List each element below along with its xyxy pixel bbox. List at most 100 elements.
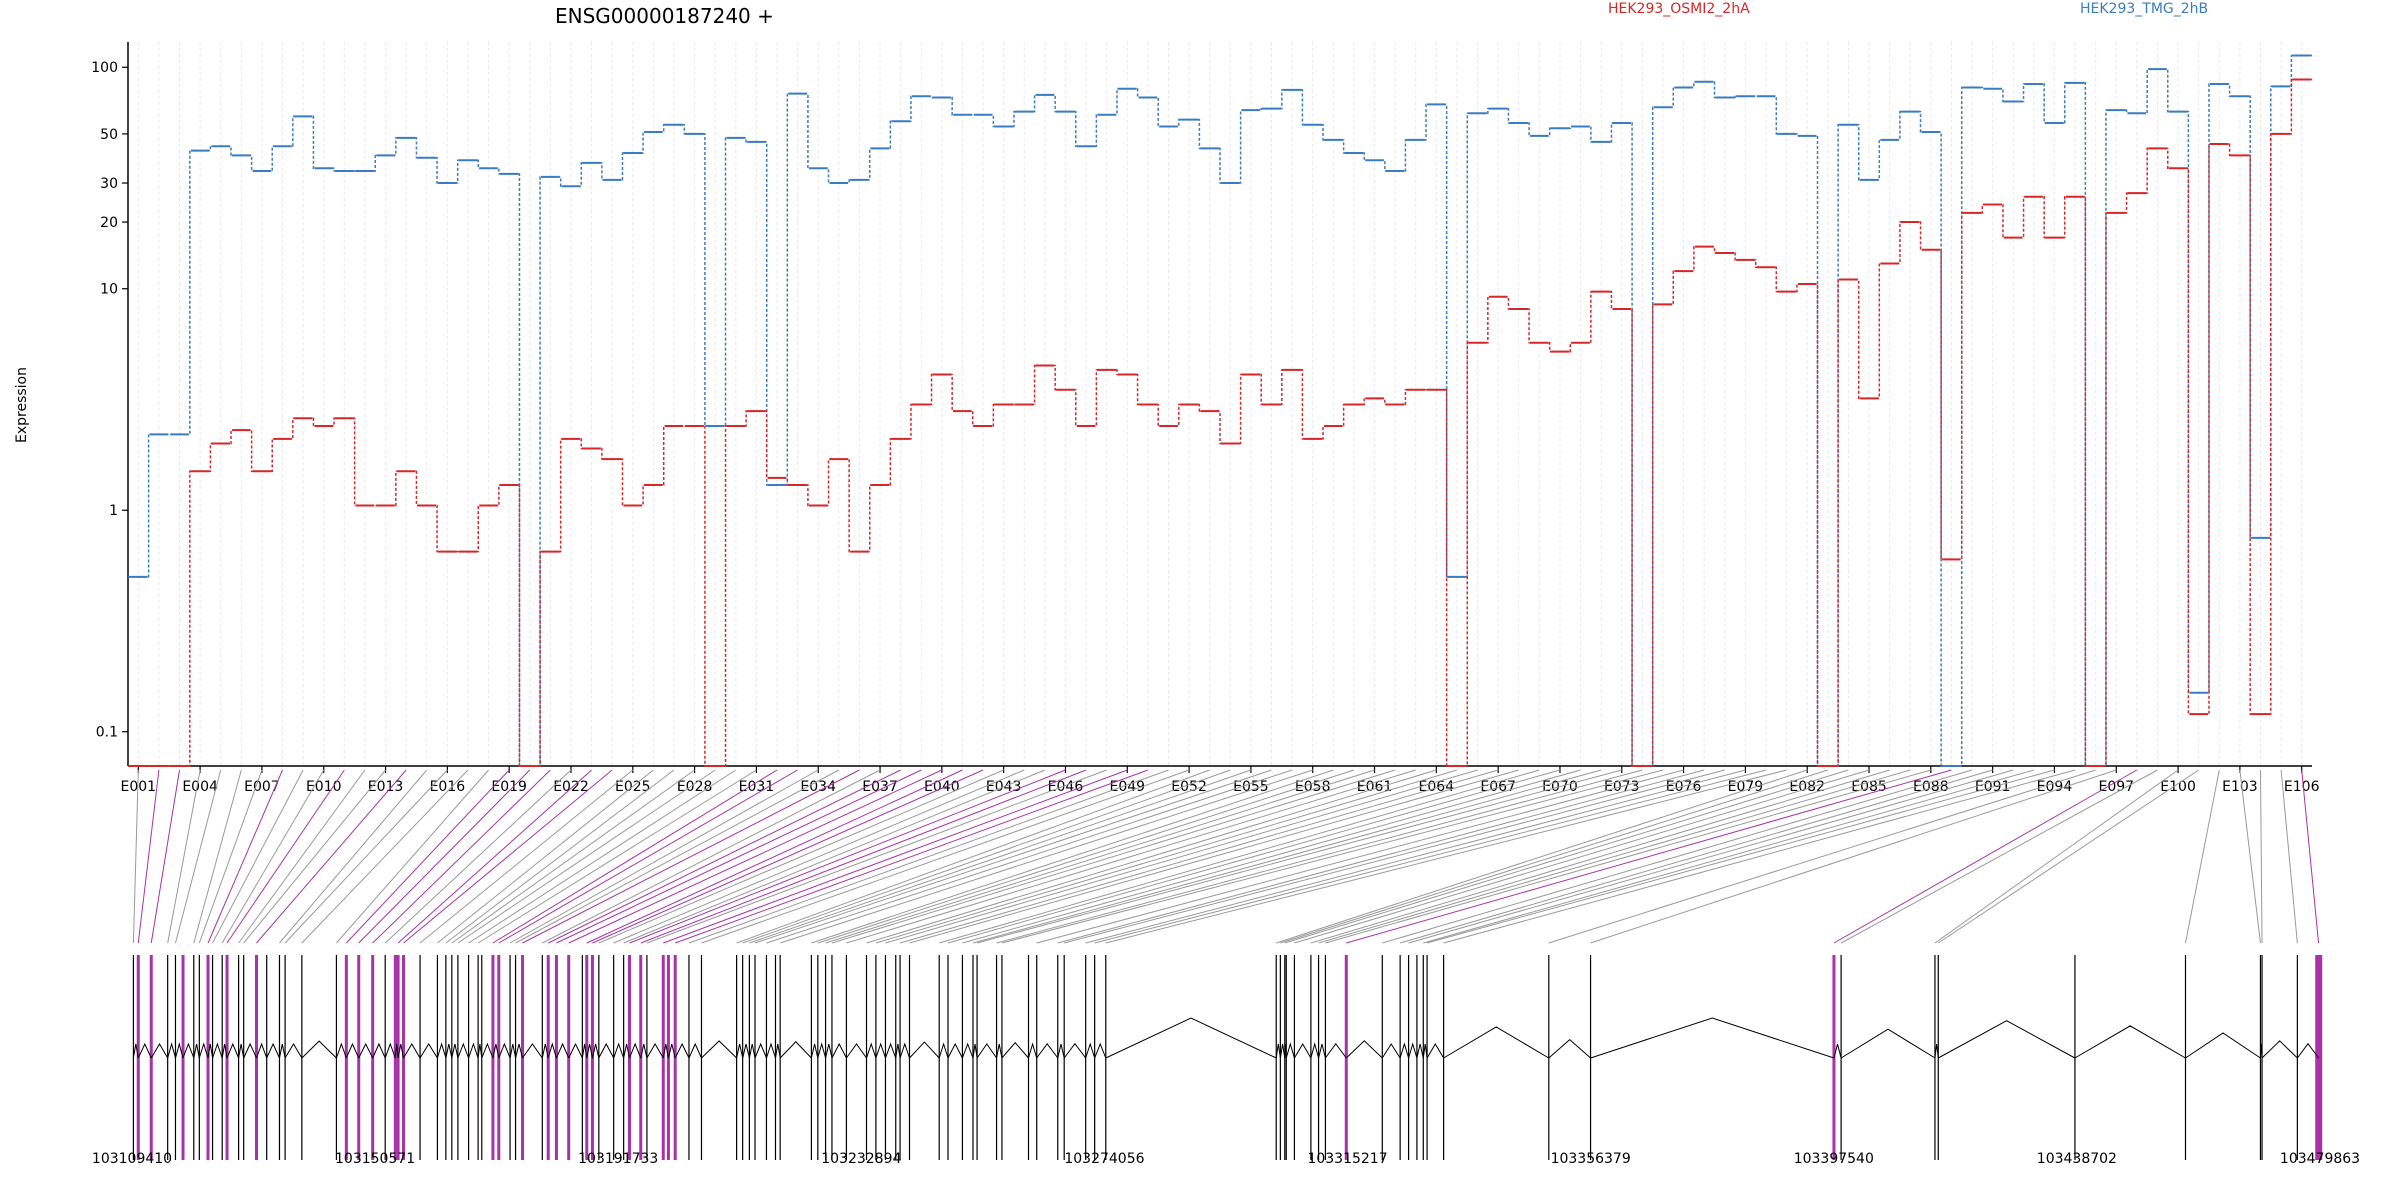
exon-connector-E094 <box>1426 769 2055 944</box>
exon-connector-E012 <box>238 769 366 944</box>
exon-connector-E040 <box>568 769 943 944</box>
exon-connector-E011 <box>226 769 345 944</box>
x-tick-label: E097 <box>2098 779 2134 795</box>
exon-connector-E031 <box>477 769 757 944</box>
exon-connector-E032 <box>492 769 778 944</box>
x-tick-label: E094 <box>2037 779 2073 795</box>
exon-connector-E036 <box>522 769 860 944</box>
x-tick-label: E016 <box>430 779 466 795</box>
legend-label-osmi: HEK293_OSMI2_2hA <box>1608 1 1750 17</box>
exon-connector-E037 <box>542 769 881 944</box>
exon-connector-E091 <box>1399 769 1993 944</box>
exon-connector-E076 <box>1036 769 1684 944</box>
exon-connector-E082 <box>1276 769 1808 944</box>
y-tick-label: 10 <box>100 282 118 298</box>
exon-connector-E106 <box>2301 769 2320 944</box>
series-line-HEK293_OSMI2_2hA <box>128 78 2312 767</box>
y-tick-label: 30 <box>100 176 118 192</box>
exon-connector-E003 <box>150 769 181 944</box>
x-tick-label: E037 <box>862 779 898 795</box>
x-tick-label: E088 <box>1913 779 1949 795</box>
series-HEK293_TMG_2hB <box>129 54 2311 767</box>
exon-connector-E073 <box>976 769 1622 944</box>
exon-connector-E026 <box>437 769 654 944</box>
exon-connector-E044 <box>613 769 1025 944</box>
x-tick-label: E034 <box>800 779 836 795</box>
exon-connector-E096 <box>1548 769 2096 944</box>
y-tick-label: 100 <box>91 60 118 76</box>
gene-structure-track: 103109410 103150571 103191733 103232894 1032… <box>92 769 2360 1167</box>
exon-connector-E015 <box>279 769 428 944</box>
exon-connector-E048 <box>646 769 1107 944</box>
exon-connector-E066 <box>885 769 1478 944</box>
exon-connector-E014 <box>256 769 407 944</box>
exon-connector-E083 <box>1280 769 1828 944</box>
exon-connector-E041 <box>586 769 963 944</box>
exon-connector-E102 <box>2185 769 2220 944</box>
exon-connector-E045 <box>623 769 1046 944</box>
x-tick-label: E052 <box>1171 779 1207 795</box>
exon-connector-E101 <box>1937 769 2199 944</box>
exon-connector-E019 <box>345 769 510 944</box>
y-tick-label: 20 <box>100 215 118 231</box>
exon-connector-E035 <box>515 769 840 944</box>
exon-connector-E033 <box>498 769 798 944</box>
exon-connector-E017 <box>301 769 469 944</box>
exon-connector-E070 <box>947 769 1561 944</box>
x-tick-label: E100 <box>2160 779 2196 795</box>
exon-connector-E090 <box>1382 769 1973 944</box>
genomic-coordinate-label: 103191733 <box>578 1151 658 1167</box>
exon-connector-E046 <box>629 769 1066 944</box>
exon-connector-E034 <box>509 769 819 944</box>
chart-title: ENSG00000187240 + <box>555 4 774 28</box>
exon-connector-E038 <box>547 769 901 944</box>
exon-connector-E050 <box>675 769 1149 944</box>
genomic-coordinate-label: 103274056 <box>1064 1151 1144 1167</box>
genomic-coordinate-label: 103438702 <box>2037 1151 2117 1167</box>
x-tick-label: E031 <box>739 779 775 795</box>
series-line-HEK293_TMG_2hB <box>128 54 2312 767</box>
exon-connector-E081 <box>1105 769 1787 944</box>
x-tick-label: E085 <box>1851 779 1887 795</box>
exon-connector-E088 <box>1325 769 1931 944</box>
exon-connector-E016 <box>284 769 448 944</box>
exon-connector-E092 <box>1408 769 2014 944</box>
x-tick-label: E004 <box>182 779 218 795</box>
exon-connector-E007 <box>198 769 263 944</box>
y-tick-label: 0.1 <box>96 725 118 741</box>
x-tick-label: E013 <box>368 779 404 795</box>
x-tick-label: E106 <box>2284 779 2320 795</box>
exon-connector-E039 <box>556 769 922 944</box>
genomic-coordinate-label: 103479863 <box>2280 1151 2360 1167</box>
exon-connector-E089 <box>1346 769 1952 944</box>
exon-connector-E049 <box>663 769 1128 944</box>
intron-line <box>132 1017 2320 1059</box>
exon-connector-E063 <box>846 769 1416 944</box>
legend-label-tmg: HEK293_TMG_2hB <box>2080 1 2208 17</box>
exon-connector-E025 <box>419 769 634 944</box>
exon-connector-E029 <box>457 769 716 944</box>
exon-connector-E075 <box>1001 769 1664 944</box>
genomic-coordinate-label: 103356379 <box>1551 1151 1631 1167</box>
exon-connector-E072 <box>972 769 1602 944</box>
exon-connector-E068 <box>909 769 1519 944</box>
exon-connector-E024 <box>403 769 613 944</box>
x-tick-label: E010 <box>306 779 342 795</box>
exon-connector-E056 <box>754 769 1272 944</box>
exon-connector-E057 <box>766 769 1293 944</box>
exon-connector-E085 <box>1294 769 1870 944</box>
exon-connector-E100 <box>1934 769 2179 944</box>
exon-connector-E018 <box>336 769 489 944</box>
exon-connector-E086 <box>1310 769 1890 944</box>
exon-connector-E022 <box>384 769 572 944</box>
exon-connector-E061 <box>825 769 1375 944</box>
exon-connector-E051 <box>688 769 1169 944</box>
exon-connector-E093 <box>1423 769 2034 944</box>
x-tick-label: E007 <box>244 779 280 795</box>
exon-connector-E009 <box>212 769 304 944</box>
exon-connector-E104 <box>2259 769 2263 944</box>
exon-connector-E002 <box>137 769 160 944</box>
genomic-coordinate-label: 103315217 <box>1307 1151 1387 1167</box>
